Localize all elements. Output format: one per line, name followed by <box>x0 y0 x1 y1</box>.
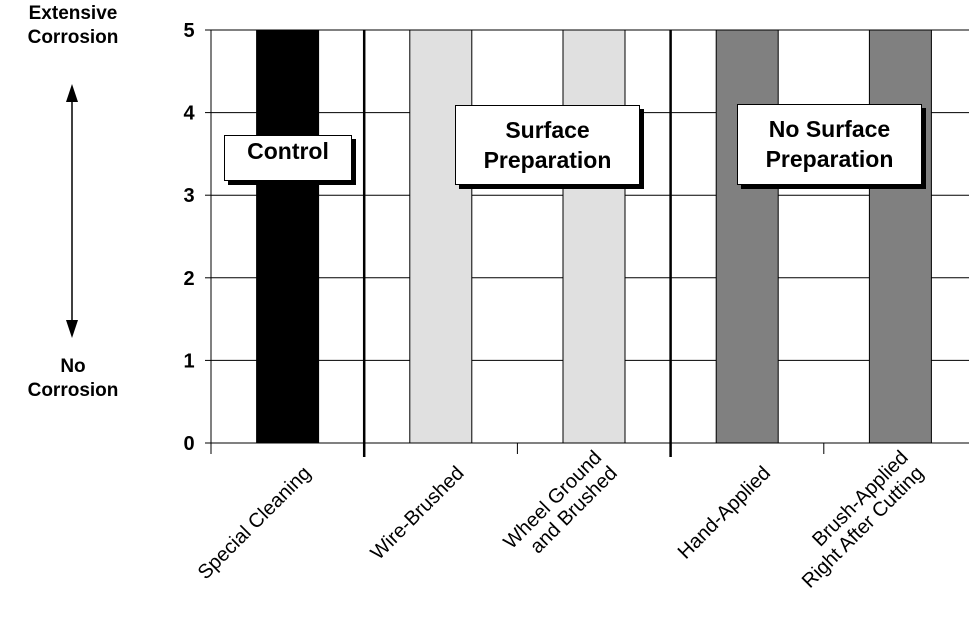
arrow-up-head <box>66 84 78 102</box>
y-axis-top-label-line-1: Extensive <box>28 3 118 24</box>
x-tick-label-3: Hand-Applied <box>674 462 775 563</box>
y-tick-label-5: 5 <box>183 20 194 42</box>
surface-preparation-label-line-1: Surface <box>505 117 590 143</box>
y-axis-bottom-label-line-1: No <box>60 356 86 377</box>
no-surface-preparation-label-line-2: Preparation <box>765 146 894 172</box>
bar-3 <box>715 29 779 444</box>
no-surface-preparation-label-line-1: No Surface <box>768 116 891 142</box>
y-axis-top-label-line-2: Corrosion <box>27 27 119 48</box>
y-tick-label-1: 1 <box>183 350 194 372</box>
x-tick-label-0-line-0: Special Cleaning <box>194 462 316 584</box>
x-tick-label-3-line-0: Hand-Applied <box>674 462 775 563</box>
y-axis-top-label: Extensive Corrosion <box>0 2 148 50</box>
surface-preparation-group-label: Surface Preparation <box>455 105 640 185</box>
bar-1 <box>409 29 473 444</box>
x-tick-label-1-line-0: Wire-Brushed <box>367 462 469 564</box>
y-axis-bottom-label-line-2: Corrosion <box>27 380 119 401</box>
y-tick-label-4: 4 <box>183 103 195 125</box>
y-tick-label-2: 2 <box>183 268 194 290</box>
y-axis-bottom-label: No Corrosion <box>0 355 148 403</box>
y-tick-label-3: 3 <box>183 185 194 207</box>
control-group-label-text: Control <box>247 138 329 164</box>
arrow-down-head <box>66 320 78 338</box>
surface-preparation-label-line-2: Preparation <box>483 147 612 173</box>
no-surface-preparation-group-label: No Surface Preparation <box>737 104 922 185</box>
bar-4 <box>868 29 932 444</box>
control-group-label: Control <box>224 135 352 181</box>
y-tick-label-0: 0 <box>183 433 194 455</box>
x-tick-label-0: Special Cleaning <box>194 462 316 584</box>
bar-2 <box>562 29 626 444</box>
x-tick-label-1: Wire-Brushed <box>367 462 469 564</box>
bar-0 <box>256 29 320 444</box>
